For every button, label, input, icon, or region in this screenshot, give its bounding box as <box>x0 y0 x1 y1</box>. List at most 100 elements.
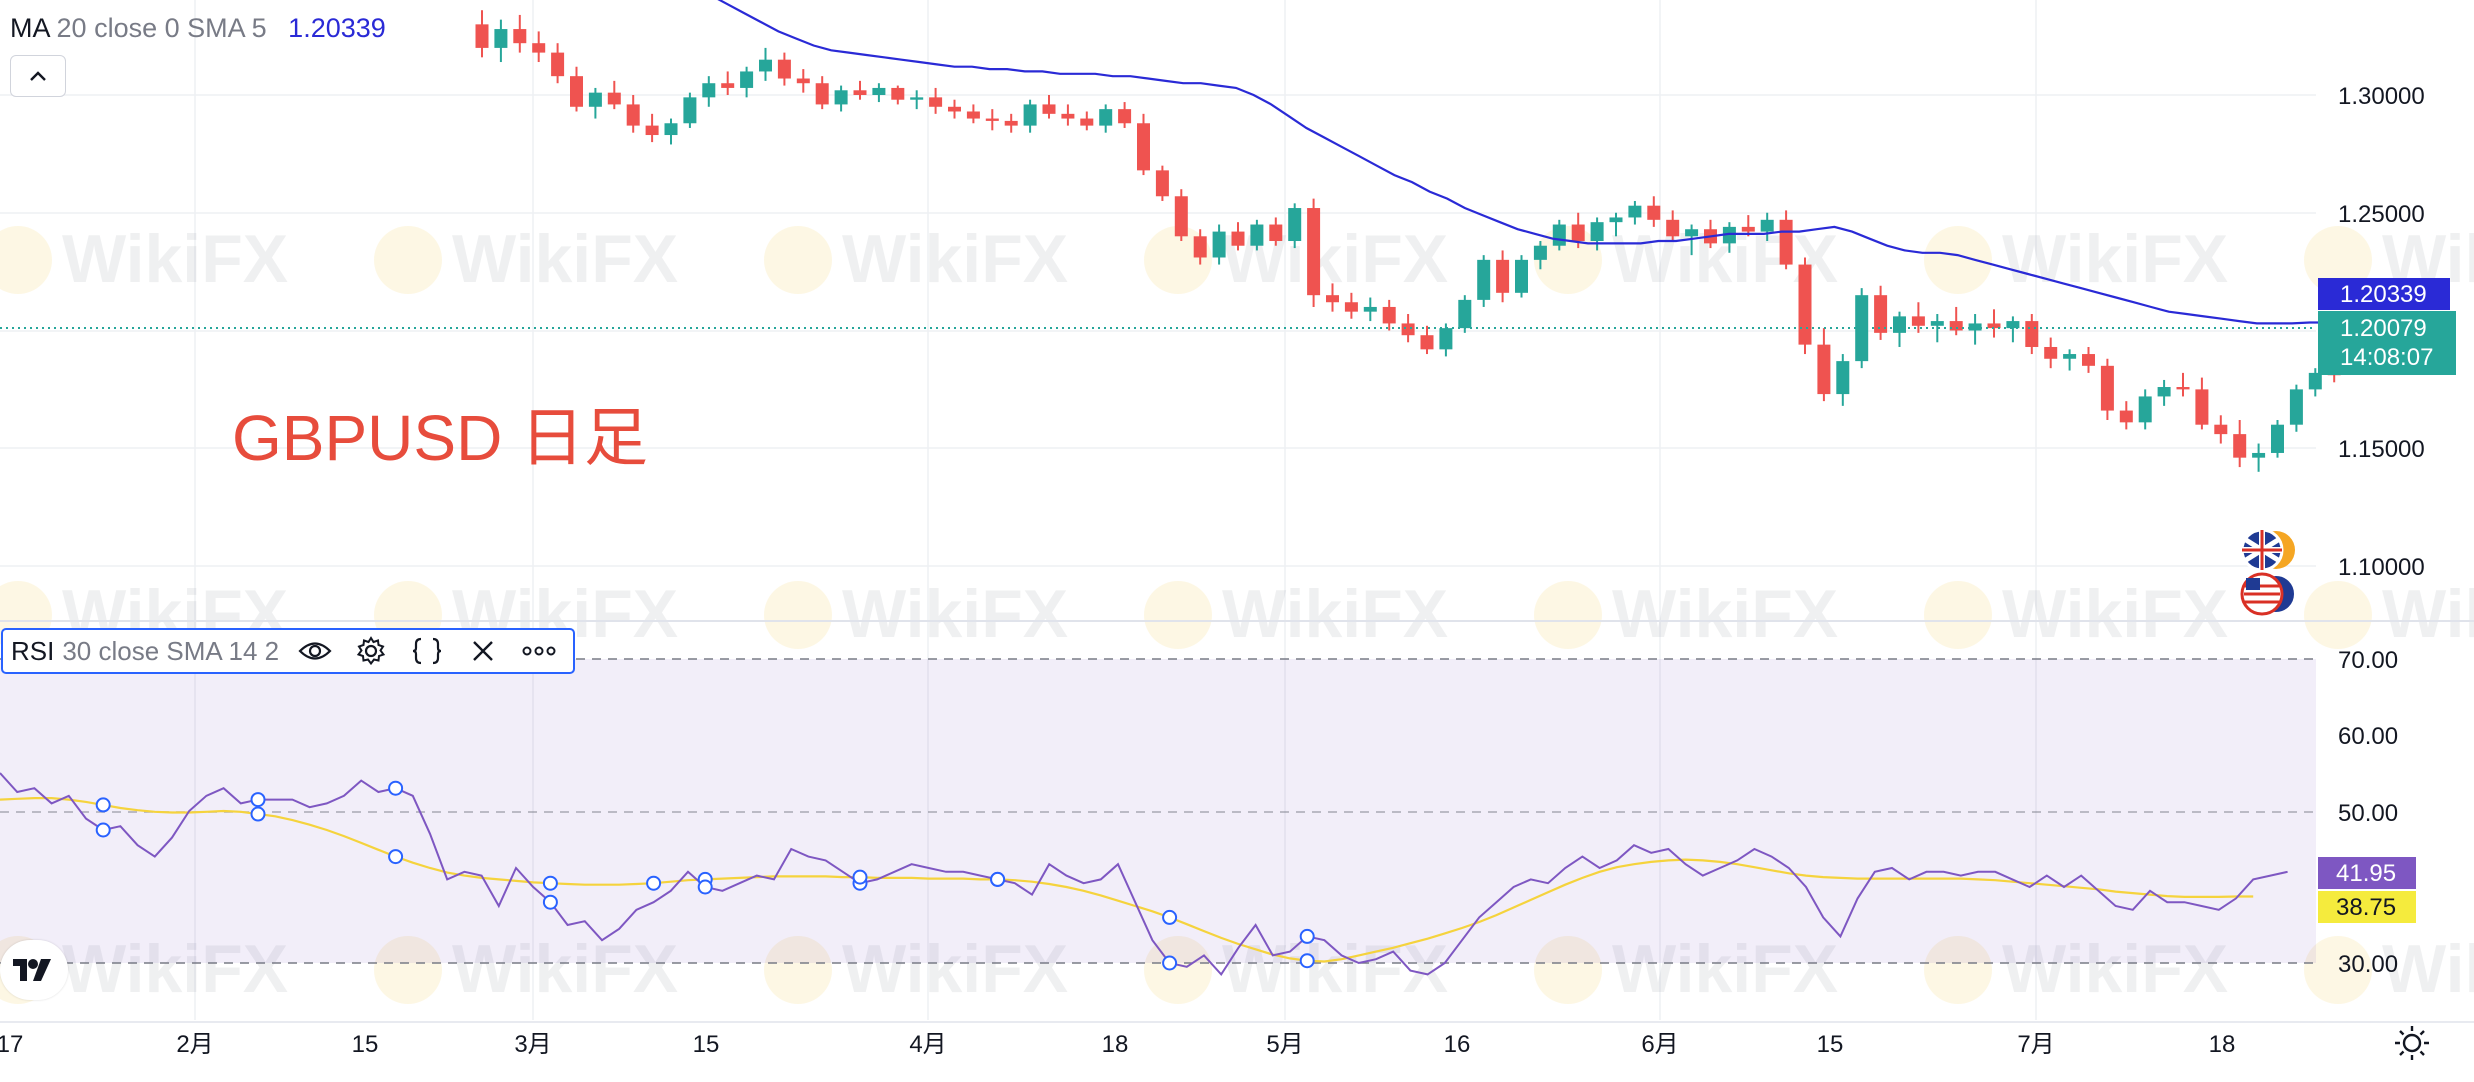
candle <box>1817 328 1831 402</box>
rsi-legend-name: RSI <box>11 635 55 666</box>
rsi-sma-badge: 38.75 <box>2318 891 2416 923</box>
candle <box>1515 255 1528 298</box>
time-tick: 15 <box>352 1031 379 1058</box>
rsi-legend[interactable]: RSI 30 close SMA 14 2 <box>1 628 575 674</box>
watermark-logo <box>1534 581 1602 649</box>
time-axis[interactable]: 17 2月 15 3月 15 4月 18 5月 16 6月 15 7月 18 <box>0 1031 2235 1058</box>
candle <box>985 109 999 131</box>
candle <box>796 69 810 93</box>
rsi-sma-line <box>0 796 2254 963</box>
candle <box>910 90 924 110</box>
candle <box>1288 203 1302 249</box>
candle <box>1590 217 1604 251</box>
candle <box>1968 314 1982 345</box>
candle <box>1193 229 1207 265</box>
candle <box>1666 210 1680 242</box>
candle <box>1477 255 1491 307</box>
divergence-marker <box>388 780 404 796</box>
watermark-logo <box>374 936 442 1004</box>
watermark-logo <box>374 226 442 294</box>
candle <box>1269 217 1283 246</box>
rsi-value-badge: 41.95 <box>2318 857 2416 889</box>
watermark-text: WikiFX <box>2002 221 2228 297</box>
divergence-marker <box>1299 953 1315 969</box>
price-tick: 1.30000 <box>2338 83 2425 110</box>
candle <box>2176 372 2190 397</box>
flag-gbp-usd-icon[interactable] <box>2240 528 2295 572</box>
watermark-text: WikiFX <box>62 931 288 1007</box>
collapse-legend-button[interactable] <box>10 55 66 97</box>
ma-legend-name: MA <box>10 13 50 43</box>
watermark-logo <box>2304 581 2372 649</box>
last-price-badge: 1.20079 14:08:07 <box>2318 311 2456 375</box>
candle <box>2082 346 2095 373</box>
chart-settings-button[interactable] <box>2392 1023 2432 1063</box>
divergence-marker <box>388 849 404 865</box>
candle <box>1628 200 1642 225</box>
close-icon <box>473 641 493 661</box>
time-tick: 15 <box>693 1031 720 1058</box>
candlestick-series <box>475 10 2341 472</box>
watermark-logo <box>764 581 832 649</box>
rsi-axis[interactable]: 70.00 60.00 50.00 30.00 <box>2338 647 2398 978</box>
tradingview-logo[interactable] <box>0 940 68 1000</box>
candle <box>664 118 678 145</box>
time-tick: 4月 <box>909 1031 946 1058</box>
candle <box>1760 212 1774 242</box>
candle <box>777 52 791 86</box>
rsi-divergence-markers <box>95 780 1315 971</box>
settings-button[interactable] <box>349 629 393 673</box>
flag-usd-gbp-icon[interactable] <box>2240 572 2296 616</box>
candle <box>1647 196 1661 227</box>
ma-price-badge: 1.20339 <box>2318 278 2450 310</box>
candle <box>2100 358 2114 420</box>
chart-annotation: GBPUSD 日足 <box>232 402 648 474</box>
candle <box>1911 302 1925 333</box>
ma-legend[interactable]: MA 20 close 0 SMA 5 1.20339 <box>10 10 386 46</box>
more-icon <box>522 646 556 656</box>
divergence-marker <box>990 871 1006 887</box>
ma-legend-params: 20 close 0 SMA 5 <box>56 13 267 43</box>
candle <box>1326 283 1339 312</box>
eye-icon <box>298 642 332 660</box>
bar-countdown: 14:08:07 <box>2340 344 2433 371</box>
watermark-text: WikiFX <box>842 576 1068 652</box>
candle <box>1212 224 1226 265</box>
visibility-button[interactable] <box>293 629 337 673</box>
ma-legend-value: 1.20339 <box>288 13 386 43</box>
candle <box>948 99 961 119</box>
rsi-legend-params: 30 close SMA 14 2 <box>62 635 280 666</box>
candle <box>1949 306 1963 336</box>
watermark-text: WikiFX <box>62 221 288 297</box>
candle <box>2289 384 2303 432</box>
watermark-logo <box>764 936 832 1004</box>
candle <box>1099 104 1113 133</box>
last-price-value: 1.20079 <box>2340 315 2427 342</box>
candle <box>759 47 772 81</box>
chevron-up-icon <box>30 71 46 81</box>
more-button[interactable] <box>517 629 561 673</box>
time-tick: 18 <box>1102 1031 1129 1058</box>
candle <box>1363 297 1377 322</box>
watermark-logo <box>1924 936 1992 1004</box>
divergence-marker <box>646 875 662 891</box>
candle <box>2308 368 2322 397</box>
watermark-text: WikiFX <box>1612 576 1838 652</box>
time-tick: 2月 <box>176 1031 213 1058</box>
price-gridlines <box>0 0 2316 1020</box>
remove-button[interactable] <box>461 629 505 673</box>
divergence-marker <box>250 806 266 822</box>
candle <box>683 92 697 128</box>
watermark-text: WikiFX <box>1612 931 1838 1007</box>
candle <box>1118 102 1132 128</box>
divergence-marker <box>1299 928 1315 944</box>
candle <box>1533 241 1547 270</box>
candle <box>1080 111 1094 131</box>
candle <box>2233 419 2247 468</box>
time-tick: 6月 <box>1641 1031 1678 1058</box>
source-code-button[interactable] <box>405 629 449 673</box>
candle <box>2214 415 2228 444</box>
candle <box>1741 215 1755 237</box>
price-axis[interactable]: 1.30000 1.25000 1.15000 1.10000 <box>2338 83 2425 581</box>
